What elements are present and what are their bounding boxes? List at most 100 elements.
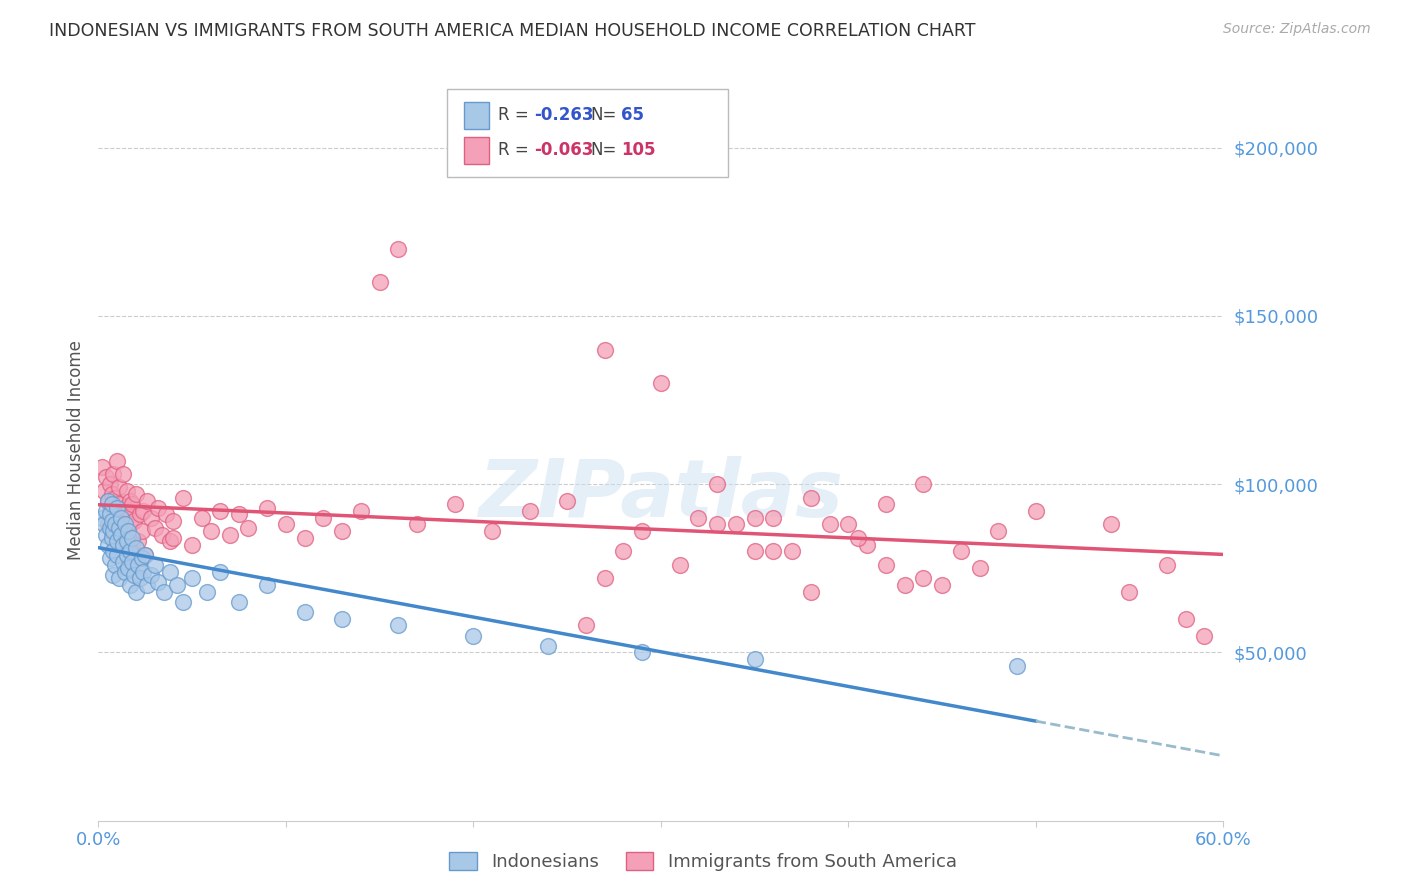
Point: [274, 517, 297, 532]
Point: [100, 497, 122, 511]
Point: [97, 538, 120, 552]
Point: [593, 571, 616, 585]
Point: [856, 538, 879, 552]
Point: [537, 639, 560, 653]
Point: [330, 524, 353, 539]
Point: [1118, 584, 1140, 599]
FancyBboxPatch shape: [464, 102, 489, 128]
FancyBboxPatch shape: [447, 89, 728, 177]
Point: [115, 534, 138, 549]
Point: [120, 494, 142, 508]
Point: [159, 534, 181, 549]
Point: [108, 481, 131, 495]
Point: [111, 538, 134, 552]
Point: [125, 584, 148, 599]
Point: [114, 544, 136, 558]
Point: [134, 548, 156, 562]
Point: [143, 521, 166, 535]
Point: [1099, 517, 1122, 532]
Point: [200, 524, 222, 539]
Point: [228, 595, 250, 609]
Text: INDONESIAN VS IMMIGRANTS FROM SOUTH AMERICA MEDIAN HOUSEHOLD INCOME CORRELATION : INDONESIAN VS IMMIGRANTS FROM SOUTH AMER…: [49, 22, 976, 40]
Point: [105, 517, 128, 532]
Point: [103, 524, 125, 539]
Point: [110, 527, 132, 541]
Point: [111, 521, 134, 535]
Point: [148, 500, 170, 515]
Point: [117, 504, 139, 518]
Point: [97, 494, 120, 508]
Point: [111, 555, 134, 569]
Point: [1194, 628, 1216, 642]
Point: [148, 574, 170, 589]
Point: [93, 483, 115, 498]
Point: [125, 487, 148, 501]
Point: [104, 558, 127, 572]
Point: [218, 527, 240, 541]
Point: [103, 510, 125, 524]
Point: [238, 521, 260, 535]
Point: [127, 534, 149, 549]
Point: [1156, 558, 1178, 572]
Point: [110, 527, 132, 541]
Point: [875, 558, 897, 572]
Point: [931, 578, 953, 592]
Point: [94, 504, 117, 518]
Point: [105, 534, 128, 549]
Point: [837, 517, 859, 532]
Point: [650, 376, 672, 391]
Point: [555, 494, 578, 508]
Text: Source: ZipAtlas.com: Source: ZipAtlas.com: [1223, 22, 1371, 37]
Point: [98, 551, 121, 566]
Point: [463, 628, 485, 642]
Point: [406, 517, 429, 532]
Point: [181, 538, 204, 552]
Point: [108, 571, 131, 585]
Point: [172, 491, 194, 505]
Point: [91, 460, 114, 475]
Text: R =: R =: [498, 142, 534, 160]
Point: [190, 510, 212, 524]
Point: [120, 578, 142, 592]
Legend: Indonesians, Immigrants from South America: Indonesians, Immigrants from South Ameri…: [443, 845, 963, 879]
Point: [256, 578, 278, 592]
Point: [593, 343, 616, 357]
Point: [122, 568, 145, 582]
Point: [98, 508, 121, 522]
Point: [387, 618, 409, 632]
Point: [128, 508, 150, 522]
Point: [330, 612, 353, 626]
Point: [139, 510, 162, 524]
Point: [125, 541, 148, 555]
Point: [875, 497, 897, 511]
Point: [98, 521, 121, 535]
Point: [104, 517, 127, 532]
Point: [631, 524, 654, 539]
Point: [256, 500, 278, 515]
Point: [912, 477, 935, 491]
Point: [294, 605, 316, 619]
Point: [724, 517, 747, 532]
Point: [949, 544, 972, 558]
Point: [120, 517, 142, 532]
Point: [110, 510, 132, 524]
Point: [350, 504, 373, 518]
Text: 105: 105: [621, 142, 657, 160]
Point: [912, 571, 935, 585]
Point: [114, 500, 136, 515]
Point: [117, 524, 139, 539]
Point: [162, 531, 184, 545]
Point: [110, 508, 132, 522]
Point: [111, 467, 134, 481]
Y-axis label: Median Household Income: Median Household Income: [66, 341, 84, 560]
Point: [780, 544, 803, 558]
Point: [166, 578, 188, 592]
Point: [98, 504, 121, 518]
Point: [481, 524, 503, 539]
Point: [162, 514, 184, 528]
Text: R =: R =: [498, 106, 534, 124]
Point: [114, 565, 136, 579]
Point: [104, 538, 127, 552]
Point: [312, 510, 335, 524]
Point: [115, 483, 138, 498]
